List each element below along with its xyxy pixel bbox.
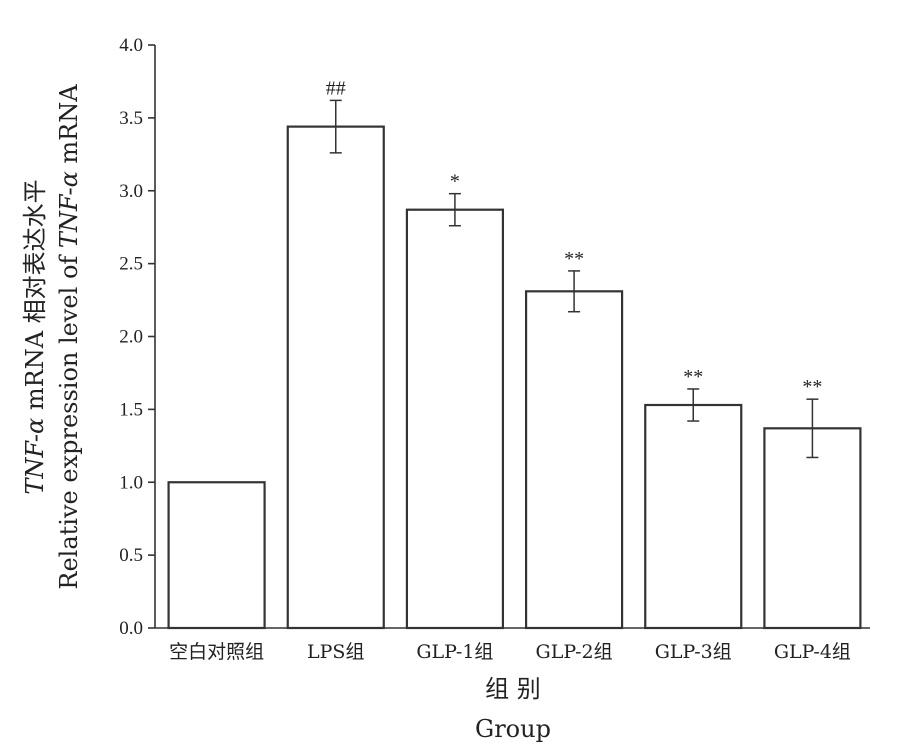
significance-label: ## bbox=[326, 77, 346, 99]
y-tick-label: 3.0 bbox=[119, 181, 143, 202]
y-ticks: 0.0 0.5 1.0 1.5 2.0 2.5 3.0 3.5 4.0 bbox=[119, 35, 155, 639]
x-tick-label: GLP-2组 bbox=[536, 641, 613, 663]
y-tick-label: 0.5 bbox=[119, 545, 143, 566]
y-tick-label: 1.0 bbox=[119, 472, 143, 493]
x-tick-label: GLP-1组 bbox=[416, 641, 493, 663]
y-tick-label: 0.0 bbox=[119, 618, 143, 639]
y-axis-title-line2-italic: TNF-α bbox=[55, 171, 83, 248]
significance-label: ** bbox=[802, 376, 822, 398]
y-tick-label: 2.5 bbox=[119, 254, 143, 275]
y-tick-label: 4.0 bbox=[119, 35, 143, 56]
x-axis-title-cn: 组 别 bbox=[485, 675, 541, 703]
y-axis-title-line2: Relative expression level of TNF-α mRNA bbox=[55, 84, 83, 590]
y-tick-label: 1.5 bbox=[119, 399, 143, 420]
x-axis: 空白对照组 LPS组 GLP-1组 GLP-2组 GLP-3组 GLP-4组 bbox=[155, 627, 870, 663]
bar bbox=[167, 481, 266, 630]
y-tick-label: 2.0 bbox=[119, 327, 143, 348]
x-tick-label: GLP-3组 bbox=[655, 641, 732, 663]
bar bbox=[524, 290, 624, 630]
y-axis: 0.0 0.5 1.0 1.5 2.0 2.5 3.0 3.5 4.0 bbox=[119, 35, 156, 639]
y-tick-label: 3.5 bbox=[119, 108, 143, 129]
y-axis-title-line2-suffix: mRNA bbox=[55, 84, 83, 171]
bar bbox=[763, 427, 862, 630]
significance-label: ** bbox=[564, 248, 584, 270]
significance-label: ** bbox=[683, 366, 703, 388]
bar bbox=[405, 208, 505, 630]
error-bar bbox=[448, 192, 461, 227]
y-axis-title-line1-italic: TNF-α bbox=[21, 418, 49, 495]
error-bar bbox=[687, 388, 700, 422]
y-axis-title-line1: TNF-α mRNA 相对表达水平 bbox=[21, 179, 49, 494]
x-tick-label: LPS组 bbox=[307, 641, 364, 663]
x-axis-title-en: Group bbox=[475, 715, 551, 743]
error-bar bbox=[806, 398, 819, 459]
bars bbox=[167, 125, 862, 630]
significance-labels: ##***** ** bbox=[326, 77, 823, 398]
error-bar bbox=[568, 270, 581, 313]
x-tick-label: 空白对照组 bbox=[169, 641, 264, 663]
x-tick-label: GLP-4组 bbox=[774, 641, 851, 663]
y-axis-title-line1-rest: mRNA 相对表达水平 bbox=[21, 179, 49, 417]
y-axis-title-line2-prefix: Relative expression level of bbox=[55, 248, 83, 590]
bar bbox=[286, 125, 385, 630]
error-bars bbox=[329, 99, 819, 459]
x-tick-labels: 空白对照组 LPS组 GLP-1组 GLP-2组 GLP-3组 GLP-4组 bbox=[169, 641, 851, 663]
significance-label: * bbox=[450, 171, 460, 193]
bar bbox=[644, 403, 743, 630]
error-bar bbox=[329, 99, 342, 154]
